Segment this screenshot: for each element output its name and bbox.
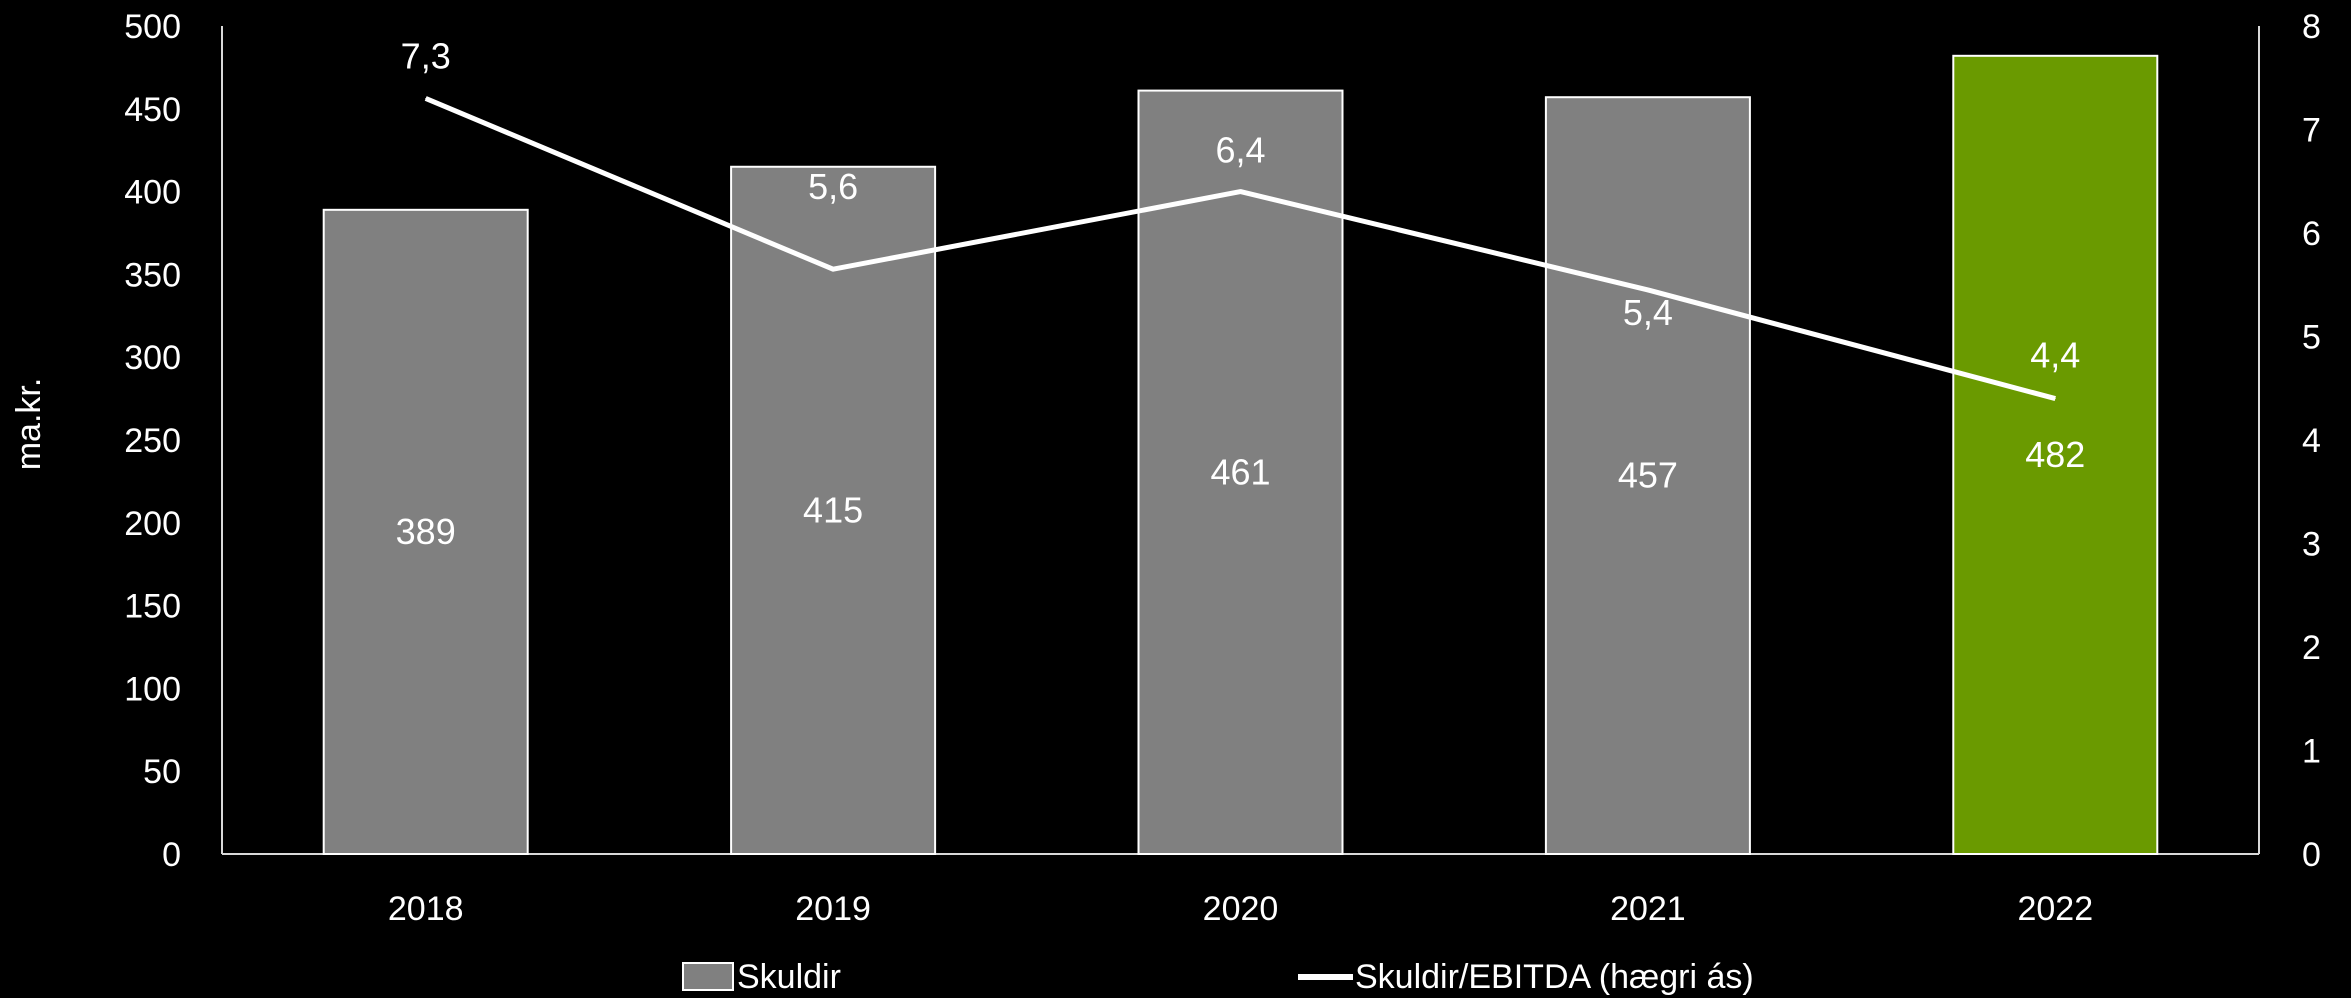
bar	[322, 208, 529, 856]
x-tick-label: 2019	[795, 890, 871, 928]
bar	[730, 165, 937, 855]
y-tick-label-right: 7	[2302, 112, 2321, 150]
y-axis-label: ma.kr.	[10, 378, 48, 471]
y-tick-label-left: 450	[124, 91, 181, 129]
y-tick-label-right: 2	[2302, 629, 2321, 667]
x-tick-label: 2022	[2017, 890, 2093, 928]
legend-line-label: Skuldir/EBITDA (hægri ás)	[1355, 958, 1754, 996]
line-point	[425, 97, 427, 99]
line-point	[2054, 398, 2056, 400]
y-tick-label-left: 100	[124, 670, 181, 708]
line-point	[1647, 289, 1649, 291]
legend-bar-swatch	[682, 962, 734, 991]
y-tick-label-left: 400	[124, 174, 181, 212]
bar-data-label: 482	[2025, 434, 2085, 475]
y-tick-label-right: 0	[2302, 836, 2321, 874]
y-tick-label-left: 350	[124, 256, 181, 294]
bar	[1137, 89, 1344, 856]
y-tick-label-right: 5	[2302, 319, 2321, 357]
x-tick-label: 2018	[388, 890, 464, 928]
y-tick-label-left: 300	[124, 339, 181, 377]
y-tick-label-right: 4	[2302, 422, 2321, 460]
y-tick-label-left: 0	[162, 836, 181, 874]
bar-data-label: 415	[803, 489, 863, 530]
bar-data-label: 389	[396, 511, 456, 552]
y-tick-label-right: 8	[2302, 8, 2321, 46]
y-tick-label-right: 1	[2302, 733, 2321, 771]
y-tick-label-left: 500	[124, 8, 181, 46]
y-tick-label-right: 6	[2302, 215, 2321, 253]
y-tick-label-left: 250	[124, 422, 181, 460]
bar	[1544, 96, 1751, 855]
bars	[322, 54, 2159, 856]
legend-bar-label: Skuldir	[737, 958, 841, 996]
y-tick-label-right: 3	[2302, 526, 2321, 564]
line-data-label: 5,6	[808, 166, 858, 207]
line-data-label: 5,4	[1623, 292, 1673, 333]
line-point	[832, 268, 834, 270]
line-data-label: 7,3	[401, 35, 451, 76]
x-tick-label: 2021	[1610, 890, 1686, 928]
bar-data-label: 457	[1618, 455, 1678, 496]
line-data-label: 4,4	[2030, 335, 2080, 376]
line-data-label: 6,4	[1215, 130, 1265, 171]
y-tick-label-left: 50	[143, 753, 181, 791]
bar-data-label: 461	[1210, 451, 1270, 492]
data-labels: 389 415 461 457 482 7,3 5,6 6,4 5,4 4,4	[396, 35, 2086, 551]
ratio-line-group	[424, 96, 2056, 402]
bar	[1952, 54, 2159, 856]
y-tick-label-left: 150	[124, 588, 181, 626]
x-tick-label: 2020	[1203, 890, 1279, 928]
line-point	[1240, 191, 1241, 193]
y-tick-label-left: 200	[124, 505, 181, 543]
legend: Skuldir Skuldir/EBITDA (hægri ás)	[682, 958, 1754, 996]
axes: 0 50 100 150 200 250 300 350 400 450 500 0 1 2 3 4 5 6 7 8 2…	[124, 8, 2321, 928]
